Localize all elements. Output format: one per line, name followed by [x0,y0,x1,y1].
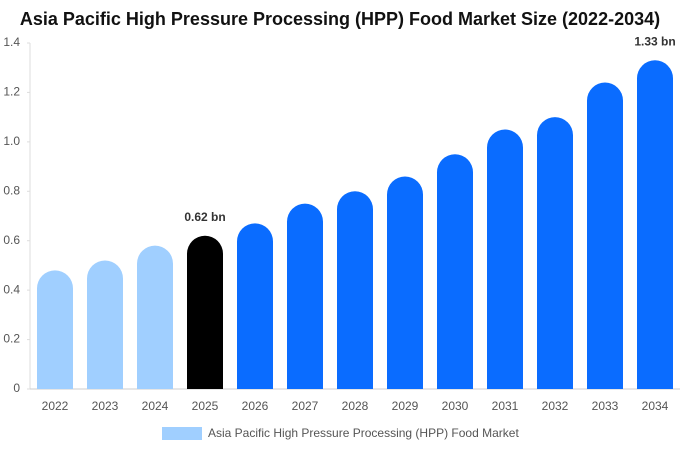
bar [587,82,623,390]
x-tick-label: 2022 [42,399,69,413]
y-tick-label: 1.2 [3,85,20,99]
y-tick-label: 0.2 [3,332,20,346]
y-tick-label: 0.6 [3,233,20,247]
value-label: 1.33 bn [634,34,675,48]
y-tick-label: 0.8 [3,183,20,197]
y-tick-label: 1.0 [3,134,20,148]
x-tick-label: 2033 [592,399,619,413]
y-tick-label: 0.4 [3,282,20,296]
bar [187,235,223,389]
bar [637,60,673,389]
bar [387,176,423,389]
bar [87,260,123,389]
value-label: 0.62 bn [184,210,225,224]
bar [337,191,373,389]
legend-label: Asia Pacific High Pressure Processing (H… [208,426,519,440]
x-tick-label: 2034 [642,399,669,413]
x-tick-label: 2032 [542,399,569,413]
legend-swatch [162,427,202,440]
x-tick-label: 2026 [242,399,269,413]
bar [487,129,523,389]
x-tick-label: 2029 [392,399,419,413]
x-tick-label: 2031 [492,399,519,413]
bar [37,270,73,389]
bar [287,203,323,389]
chart-title: Asia Pacific High Pressure Processing (H… [20,9,660,29]
x-tick-label: 2030 [442,399,469,413]
y-tick-label: 0 [13,381,20,395]
bar [437,154,473,389]
bar [537,117,573,389]
x-tick-label: 2028 [342,399,369,413]
x-tick-label: 2024 [142,399,169,413]
x-tick-label: 2025 [192,399,219,413]
y-tick-label: 1.4 [3,35,20,49]
bar [237,223,273,389]
x-tick-label: 2027 [292,399,319,413]
x-tick-label: 2023 [92,399,119,413]
bar [137,245,173,389]
